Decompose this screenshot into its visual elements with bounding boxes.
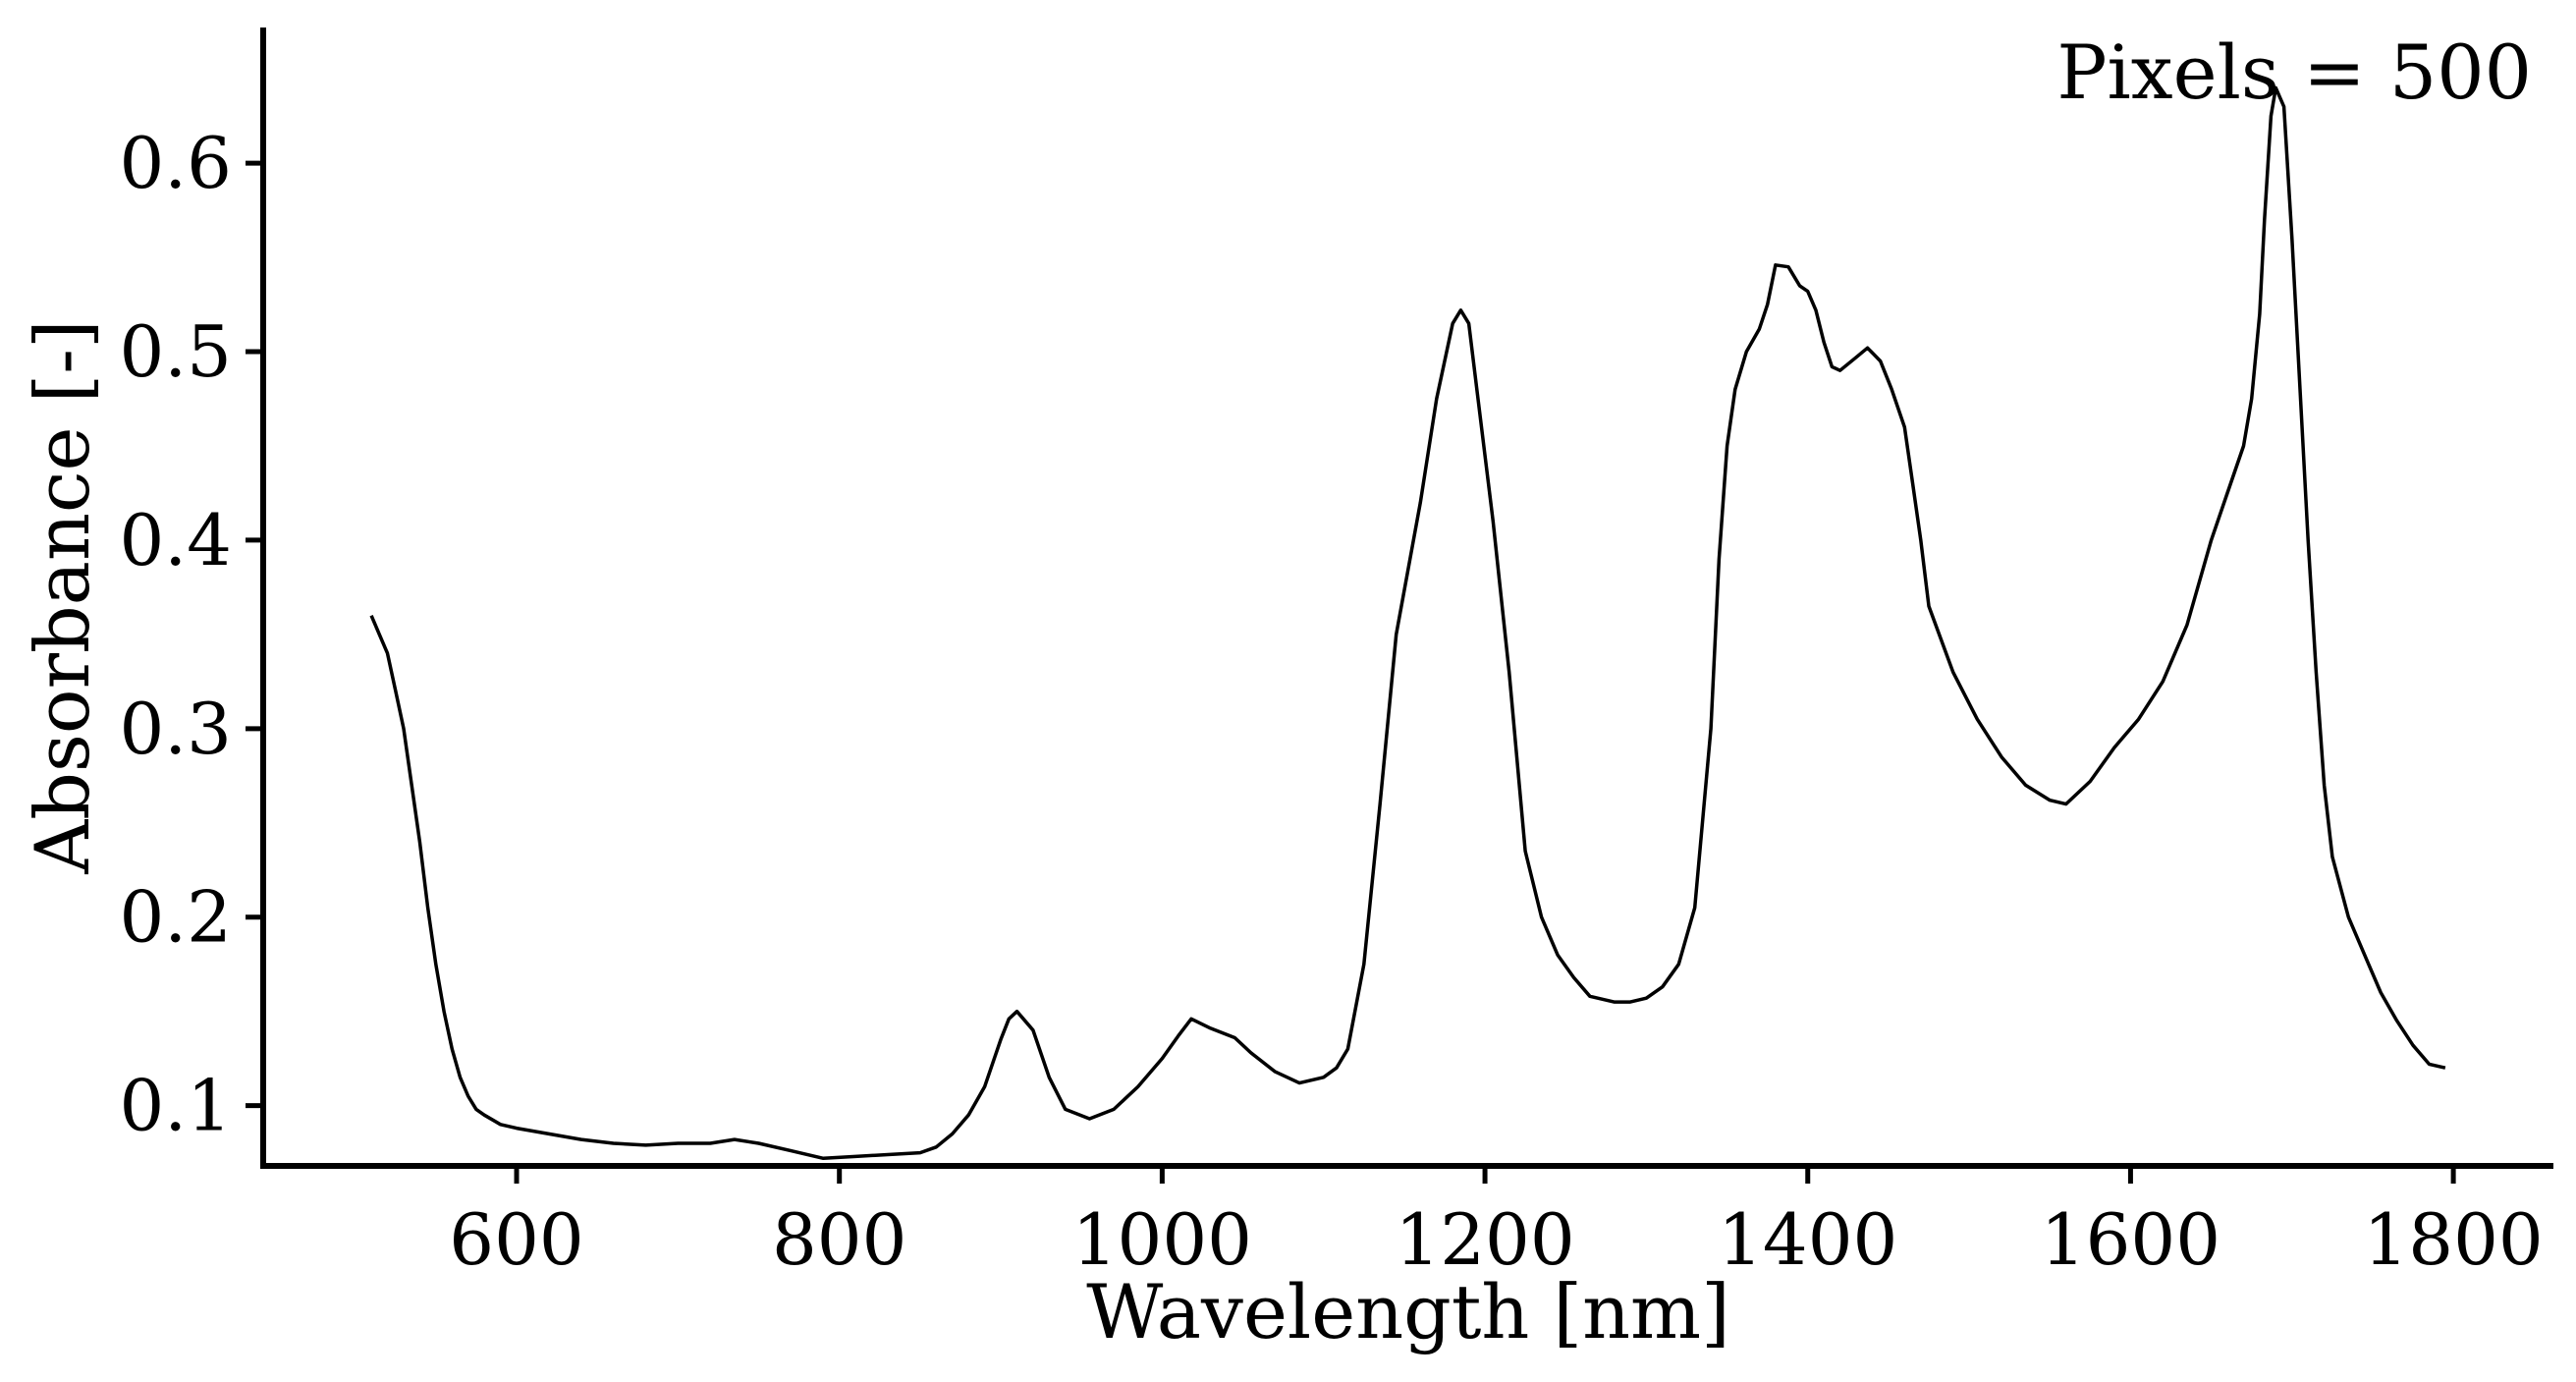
y-tick-label: 0.1 xyxy=(119,1065,232,1147)
x-tick-label: 800 xyxy=(772,1198,906,1281)
y-axis-ticks: 0.1 0.2 0.3 0.4 0.5 0.6 xyxy=(119,122,263,1147)
x-axis-ticks: 600 800 1000 1200 1400 1600 1800 xyxy=(449,1166,2544,1281)
y-tick-label: 0.2 xyxy=(119,876,232,959)
y-axis-label: Absorbance [-] xyxy=(19,319,106,874)
y-tick-label: 0.6 xyxy=(119,122,232,204)
y-tick-label: 0.4 xyxy=(119,499,232,581)
x-tick-label: 1000 xyxy=(1072,1198,1252,1281)
x-tick-label: 1400 xyxy=(1718,1198,1897,1281)
x-tick-label: 1800 xyxy=(2363,1198,2543,1281)
pixels-annotation: Pixels = 500 xyxy=(2056,28,2532,116)
y-tick-label: 0.3 xyxy=(119,688,232,770)
x-tick-label: 1600 xyxy=(2041,1198,2220,1281)
x-tick-label: 600 xyxy=(449,1198,583,1281)
x-axis-label: Wavelength [nm] xyxy=(1086,1268,1730,1355)
x-tick-label: 1200 xyxy=(1395,1198,1574,1281)
y-tick-label: 0.5 xyxy=(119,310,232,393)
absorbance-series-line xyxy=(369,85,2446,1161)
series-group xyxy=(369,85,2446,1161)
